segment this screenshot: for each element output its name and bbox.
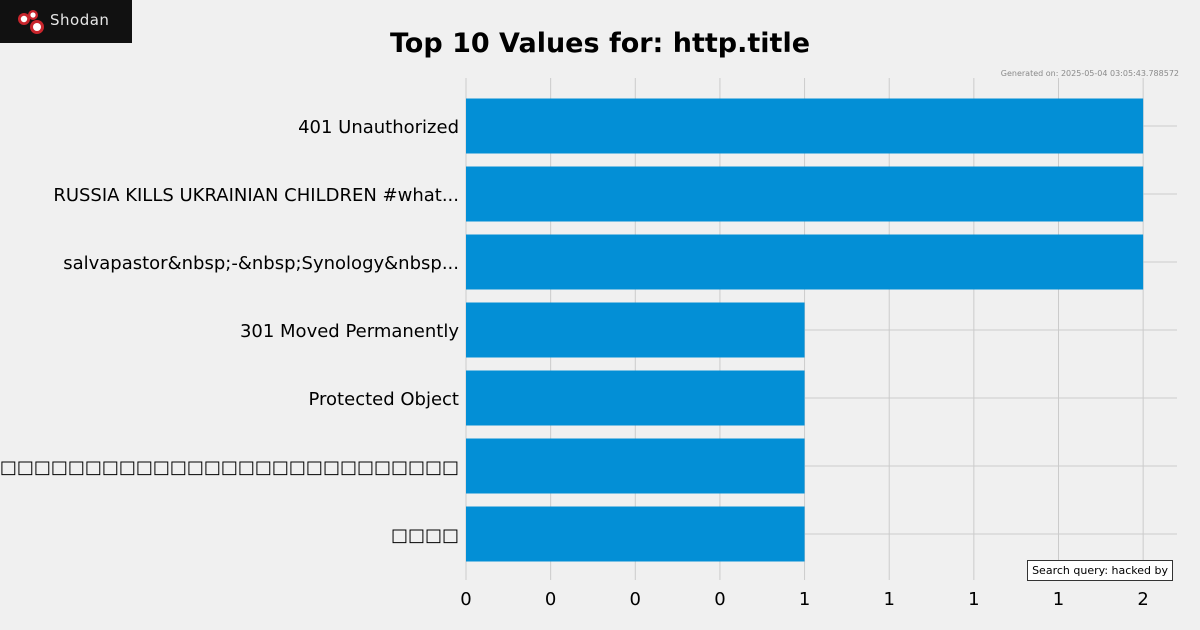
x-tick-label: 0 — [630, 589, 641, 610]
search-query-box: Search query: hacked by — [1027, 560, 1173, 581]
shodan-logo-icon — [18, 10, 44, 34]
x-tick-label: 1 — [1053, 589, 1064, 610]
category-label: 301 Moved Permanently — [240, 321, 459, 342]
logo-text: Shodan — [50, 11, 110, 29]
bar — [466, 98, 1144, 154]
category-label: RUSSIA KILLS UKRAINIAN CHILDREN #what... — [53, 185, 459, 206]
shodan-logo[interactable]: Shodan — [0, 0, 132, 43]
x-tick-label: 1 — [968, 589, 979, 610]
x-tick-label: 1 — [883, 589, 894, 610]
category-label: □□□□ — [391, 525, 459, 546]
category-label: 401 Unauthorized — [298, 117, 459, 138]
bar — [466, 166, 1144, 222]
x-tick-label: 0 — [460, 589, 471, 610]
x-tick-label: 1 — [799, 589, 810, 610]
x-tick-label: 0 — [714, 589, 725, 610]
category-label: salvapastor&nbsp;-&nbsp;Synology&nbsp... — [63, 253, 459, 274]
bar — [466, 302, 805, 358]
x-tick-label: 0 — [545, 589, 556, 610]
generated-timestamp: Generated on: 2025-05-04 03:05:43.788572 — [1000, 69, 1179, 78]
bar — [466, 438, 805, 494]
chart-title: Top 10 Values for: http.title — [389, 28, 811, 59]
category-label: Protected Object — [309, 389, 460, 410]
bar — [466, 234, 1144, 290]
category-label: □□□□□□□□□□□□□□□□□□□□□□□□□□□ — [0, 457, 459, 478]
x-tick-label: 2 — [1137, 589, 1148, 610]
bar — [466, 506, 805, 562]
bar — [466, 370, 805, 426]
